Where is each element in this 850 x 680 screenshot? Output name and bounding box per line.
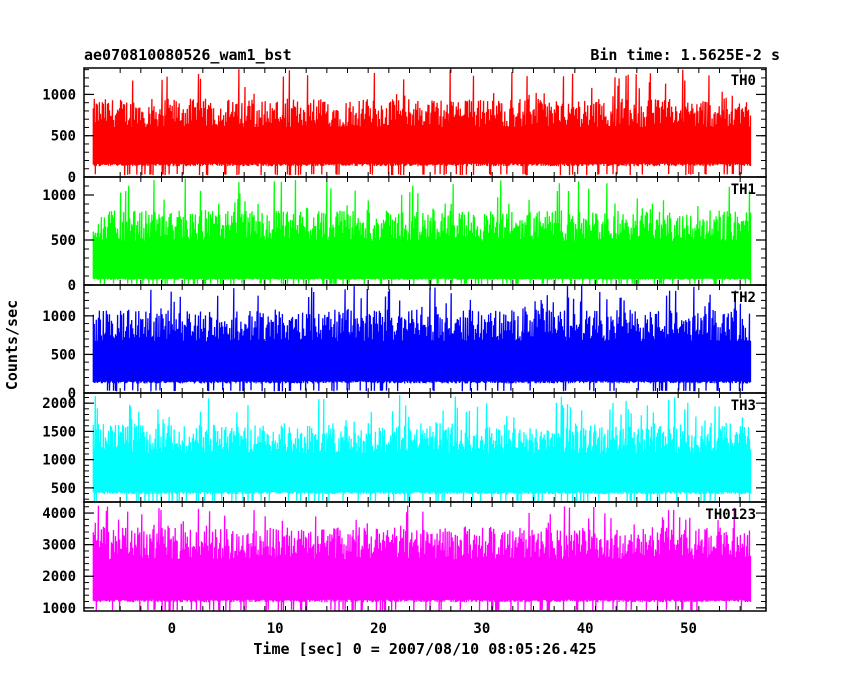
chart-title: ae070810080526_wam1_bst [84, 46, 292, 64]
y-tick-label: 1000 [42, 453, 76, 469]
x-tick-label: 40 [577, 621, 594, 637]
panel-frame [83, 501, 767, 612]
x-tick-label: 20 [370, 621, 387, 637]
y-tick-label: 2000 [42, 396, 76, 412]
x-axis: 0 10 20 30 40 50 [168, 621, 697, 637]
y-tick-label: 0 [68, 278, 76, 294]
panels: 0 500 1000 TH0 0 500 1000 TH1 0 500 1000 TH2 500 1000… [42, 67, 767, 617]
x-tick-label: 30 [473, 621, 490, 637]
y-tick-label: 0 [68, 170, 76, 186]
panel-th1: 0 500 1000 TH1 [42, 176, 767, 294]
y-tick-label: 500 [51, 233, 76, 249]
y-tick-label: 2000 [42, 569, 76, 585]
panel-label: TH3 [731, 398, 756, 414]
y-axis-label: Counts/sec [3, 300, 21, 390]
panel-th3: 500 1000 1500 2000 TH3 [42, 392, 767, 503]
x-tick-label: 50 [680, 621, 697, 637]
x-tick-label: 10 [267, 621, 284, 637]
series-th0123 [92, 505, 752, 612]
y-tick-label: 4000 [42, 506, 76, 522]
panel-label: TH0 [731, 73, 756, 89]
y-tick-label: 1000 [42, 188, 76, 204]
series-th0 [92, 69, 752, 176]
y-tick-label: 500 [51, 347, 76, 363]
x-axis-label: Time [sec] 0 = 2007/08/10 08:05:26.425 [253, 640, 596, 658]
panel-th2: 0 500 1000 TH2 [42, 284, 767, 402]
series-th2 [92, 285, 752, 392]
y-tick-label: 1500 [42, 424, 76, 440]
x-tick-label: 0 [168, 621, 176, 637]
series-th1 [92, 178, 752, 285]
panel-th0123: 1000 2000 3000 4000 TH0123 [42, 501, 767, 617]
series-th3 [92, 395, 752, 503]
panel-label: TH2 [731, 290, 756, 306]
y-tick-label: 500 [51, 481, 76, 497]
y-tick-label: 500 [51, 129, 76, 145]
y-tick-label: 3000 [42, 538, 76, 554]
y-tick-label: 1000 [42, 87, 76, 103]
bin-time-label: Bin time: 1.5625E-2 s [590, 46, 780, 64]
y-tick-label: 1000 [42, 309, 76, 325]
y-tick-label: 0 [68, 386, 76, 402]
panel-label: TH1 [731, 182, 756, 198]
panel-label: TH0123 [705, 507, 756, 523]
panel-th0: 0 500 1000 TH0 [42, 67, 767, 186]
y-tick-label: 1000 [42, 601, 76, 617]
